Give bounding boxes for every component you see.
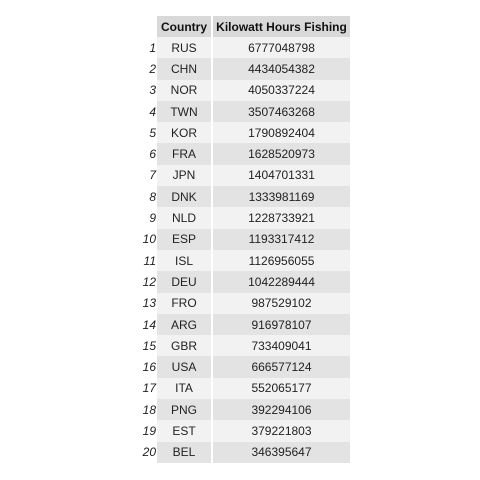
country-cell: GBR [157, 335, 213, 357]
kwh-cell: 916978107 [213, 313, 350, 336]
kwh-cell: 1790892404 [213, 122, 350, 144]
kwh-cell: 1404701331 [213, 164, 350, 187]
row-index: 7 [149, 168, 156, 183]
table-row: 20 BEL 346395647 [132, 441, 350, 463]
country-cell: FRA [157, 143, 213, 165]
row-index: 18 [142, 402, 156, 417]
row-index: 8 [149, 189, 156, 204]
table-row: 17 ITA 552065177 [132, 377, 350, 400]
country-cell: KOR [157, 122, 213, 144]
table-body: 1 RUS 6777048798 2 CHN 4434054382 3 NOR 40503372… [132, 37, 350, 463]
table-header-row: Country Kilowatt Hours Fishing [132, 16, 350, 37]
kwh-cell: 666577124 [213, 356, 350, 378]
country-cell: PNG [157, 399, 213, 421]
row-index: 10 [142, 232, 156, 247]
country-column-header[interactable]: Country [157, 16, 213, 37]
data-table-container: Country Kilowatt Hours Fishing 1 RUS 67770… [132, 16, 350, 463]
kwh-cell: 346395647 [213, 441, 350, 463]
row-index: 13 [142, 296, 156, 311]
kwh-cell: 1042289444 [213, 271, 350, 293]
country-cell: ARG [157, 313, 213, 336]
table-row: 15 GBR 733409041 [132, 335, 350, 357]
table-row: 18 PNG 392294106 [132, 399, 350, 421]
row-index: 9 [149, 211, 156, 226]
table-row: 19 EST 379221803 [132, 420, 350, 442]
kwh-cell: 379221803 [213, 420, 350, 442]
row-index: 1 [149, 40, 156, 55]
country-cell: NOR [157, 79, 213, 101]
kwh-cell: 4434054382 [213, 58, 350, 80]
row-index: 4 [149, 104, 156, 119]
kwh-cell: 1333981169 [213, 186, 350, 208]
table-row: 2 CHN 4434054382 [132, 58, 350, 80]
row-index: 5 [149, 125, 156, 140]
country-cell: USA [157, 356, 213, 378]
country-cell: RUS [157, 37, 213, 59]
table-row: 14 ARG 916978107 [132, 313, 350, 336]
kwh-cell: 6777048798 [213, 37, 350, 59]
country-cell: FRO [157, 292, 213, 314]
kwh-cell: 987529102 [213, 292, 350, 314]
table-row: 11 ISL 1126956055 [132, 249, 350, 272]
country-cell: ISL [157, 249, 213, 272]
country-cell: BEL [157, 441, 213, 463]
row-index: 3 [149, 83, 156, 98]
kwh-column-header[interactable]: Kilowatt Hours Fishing [213, 16, 350, 37]
row-index: 15 [142, 338, 156, 353]
kwh-cell: 392294106 [213, 399, 350, 421]
row-index: 2 [149, 61, 156, 76]
kwh-cell: 1126956055 [213, 249, 350, 272]
table-row: 10 ESP 1193317412 [132, 228, 350, 250]
row-index: 6 [149, 147, 156, 162]
row-index: 11 [143, 253, 156, 268]
row-index: 14 [142, 317, 156, 332]
row-index: 19 [142, 423, 156, 438]
row-index: 20 [142, 445, 156, 460]
country-cell: EST [157, 420, 213, 442]
table-row: 4 TWN 3507463268 [132, 100, 350, 123]
table-row: 16 USA 666577124 [132, 356, 350, 378]
index-column-header [132, 16, 157, 37]
kwh-cell: 4050337224 [213, 79, 350, 101]
country-cell: CHN [157, 58, 213, 80]
country-cell: DEU [157, 271, 213, 293]
table-row: 1 RUS 6777048798 [132, 37, 350, 59]
country-cell: JPN [157, 164, 213, 187]
fishing-table: Country Kilowatt Hours Fishing 1 RUS 67770… [132, 16, 350, 463]
table-row: 5 KOR 1790892404 [132, 122, 350, 144]
table-row: 13 FRO 987529102 [132, 292, 350, 314]
row-index: 17 [142, 381, 156, 396]
table-row: 9 NLD 1228733921 [132, 207, 350, 229]
country-cell: ESP [157, 228, 213, 250]
table-row: 8 DNK 1333981169 [132, 186, 350, 208]
table-row: 6 FRA 1628520973 [132, 143, 350, 165]
table-row: 12 DEU 1042289444 [132, 271, 350, 293]
table-row: 3 NOR 4050337224 [132, 79, 350, 101]
country-cell: TWN [157, 100, 213, 123]
kwh-cell: 552065177 [213, 377, 350, 400]
kwh-cell: 3507463268 [213, 100, 350, 123]
row-index: 12 [142, 274, 156, 289]
country-cell: NLD [157, 207, 213, 229]
kwh-cell: 1628520973 [213, 143, 350, 165]
row-index: 16 [142, 360, 156, 375]
country-cell: DNK [157, 186, 213, 208]
kwh-cell: 1193317412 [213, 228, 350, 250]
country-cell: ITA [157, 377, 213, 400]
table-row: 7 JPN 1404701331 [132, 164, 350, 187]
kwh-cell: 1228733921 [213, 207, 350, 229]
kwh-cell: 733409041 [213, 335, 350, 357]
